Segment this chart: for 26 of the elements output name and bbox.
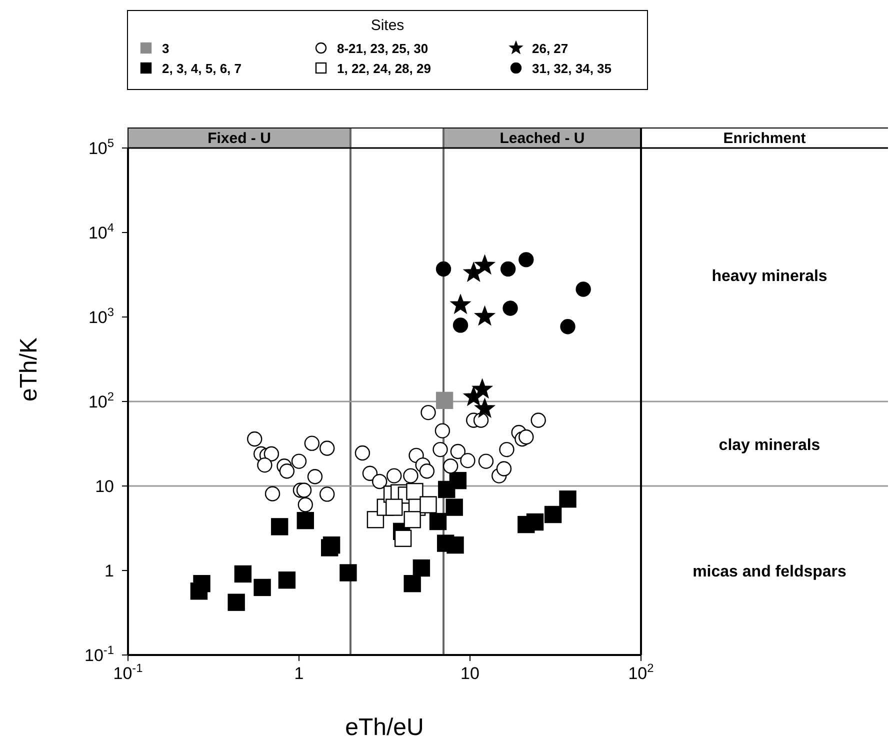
legend-label: 31, 32, 34, 35 [532, 60, 612, 76]
legend-label: 8-21, 23, 25, 30 [337, 40, 428, 56]
x-axis-title: eTh/eU [345, 714, 424, 741]
text: Fixed - U [208, 130, 271, 147]
text: heavy minerals [712, 268, 828, 285]
y-tick-label: 10$^{-1}$ [84, 643, 114, 665]
legend-title: Sites [370, 17, 406, 34]
x-tick-label: 10 [460, 664, 480, 683]
x-tick-label: 10$^{2}$ [628, 661, 654, 683]
y-tick-label: 10$^{2}$ [88, 390, 114, 412]
legend-label: 3 [162, 40, 170, 56]
y-tick-label: 1 [104, 562, 114, 580]
text: micas and feldspars [692, 564, 847, 580]
y-tick-label: 10 [95, 477, 114, 496]
y-tick-label: 10$^{5}$ [88, 136, 114, 158]
legend-label: 26, 27 [532, 40, 568, 56]
y-tick-label: 10$^{3}$ [88, 305, 114, 327]
legend-label: 1, 22, 24, 28, 29 [337, 60, 431, 76]
y-tick-label: 10$^{4}$ [88, 220, 114, 242]
x-tick-label: 1 [294, 664, 304, 683]
legend-label: 2, 3, 4, 5, 6, 7 [162, 60, 242, 76]
text: clay minerals [718, 436, 820, 454]
text: Enrichment [723, 130, 806, 147]
text: Leached - U [500, 130, 585, 147]
y-axis-title: eTh/K [16, 337, 43, 402]
x-tick-label: 10$^{-1}$ [113, 661, 144, 683]
